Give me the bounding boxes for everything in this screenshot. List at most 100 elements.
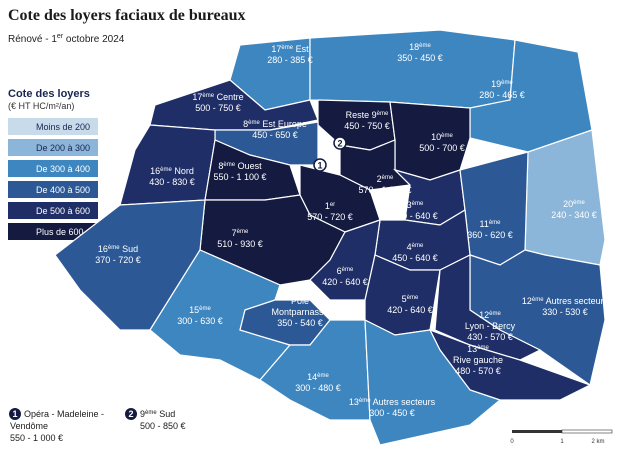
district-range: 480 - 570 €: [455, 366, 501, 376]
district-range: 450 - 650 €: [252, 130, 298, 140]
district-range: 570 - 1 045 €: [358, 185, 411, 195]
legend-label: De 200 à 300: [36, 143, 90, 153]
note-name: 9: [140, 409, 145, 419]
district-name: 20ème: [563, 199, 585, 209]
district-range: 350 - 540 €: [277, 318, 323, 328]
district-range: 450 - 640 €: [392, 253, 438, 263]
district-label: Montparnasse: [271, 307, 328, 317]
district-label: Rive gauche: [453, 355, 503, 365]
note-sup: ème: [145, 410, 157, 416]
district-range: 430 - 570 €: [467, 332, 513, 342]
district: [469, 39, 593, 153]
district-sup: ème: [199, 306, 211, 312]
district: [309, 219, 381, 301]
district-name: 11ème: [479, 219, 501, 229]
note-range: 550 - 1 000 €: [10, 433, 63, 443]
district-sup: ème: [342, 267, 354, 273]
marker: [313, 158, 327, 172]
district-name: 16ème Nord: [150, 166, 194, 176]
district-label: Lyon - Bercy: [465, 321, 516, 331]
scale-segment: [561, 429, 613, 434]
district-range: 280 - 465 €: [479, 90, 525, 100]
district-number: 14: [307, 372, 317, 382]
district-name: 4ème: [407, 242, 424, 252]
note-number: 1: [12, 409, 17, 419]
district-label: Ouest: [235, 161, 262, 171]
note-suffix: Sud: [157, 409, 176, 419]
district-range: 550 - 1 100 €: [213, 172, 266, 182]
district-name: 14ème: [307, 372, 329, 382]
district-range: 430 - 830 €: [149, 177, 195, 187]
district-number: 12: [522, 296, 532, 306]
district-number: 2: [377, 174, 382, 184]
district-sup: ème: [573, 200, 585, 206]
legend-title: Cote des loyers: [8, 88, 90, 100]
district-range: 510 - 930 €: [217, 239, 263, 249]
district-range: 350 - 450 €: [397, 53, 443, 63]
district-name: 12ème: [479, 310, 501, 320]
district-label: Pôle: [291, 296, 309, 306]
district-sup: ème: [412, 243, 424, 249]
district-name: Reste 9ème: [346, 110, 389, 120]
district-sup: ème: [382, 175, 394, 181]
district-sup: ème: [412, 201, 424, 207]
district-number: 7: [232, 228, 237, 238]
legend-swatch: [8, 202, 98, 219]
district-sup: ème: [223, 162, 235, 168]
district-name: 13ème: [467, 344, 489, 354]
district-sup: ème: [160, 167, 172, 173]
district-label: Reste 9: [346, 110, 377, 120]
district-range: 300 - 480 €: [295, 383, 341, 393]
district: [524, 129, 606, 266]
note-marker: [9, 408, 21, 420]
district: [434, 254, 542, 361]
legend-unit: (€ HT HC/m²/an): [8, 101, 74, 111]
district-range: 500 - 750 €: [195, 103, 241, 113]
district-number: 18: [409, 42, 419, 52]
district-name: 6ème: [337, 266, 354, 276]
district-sup: ème: [317, 373, 329, 379]
district-sup: ème: [489, 220, 501, 226]
district-number: 17: [271, 44, 281, 54]
marker-label: 2: [337, 139, 342, 149]
district-range: 570 - 720 €: [307, 212, 353, 222]
district-label: Est: [293, 44, 309, 54]
district-range: 330 - 530 €: [542, 307, 588, 317]
district-range: 500 - 700 €: [419, 143, 465, 153]
district: [459, 151, 529, 266]
district-sup: ème: [359, 398, 371, 404]
district-name: Pôle: [291, 296, 309, 306]
district-range: 420 - 640 €: [322, 277, 368, 287]
district-name: 15ème: [189, 305, 211, 315]
district-sup: ème: [489, 311, 501, 317]
district-range: 300 - 630 €: [177, 316, 223, 326]
note-range: 500 - 850 €: [140, 421, 186, 431]
district-sup: ème: [419, 43, 431, 49]
district-sup: ème: [237, 229, 249, 235]
district-number: 19: [491, 79, 501, 89]
district-number: 5: [402, 294, 407, 304]
legend-label: Plus de 600: [36, 227, 84, 237]
district-sup: ème: [441, 133, 453, 139]
district-range: 300 - 450 €: [369, 408, 415, 418]
district-label: Sud: [120, 244, 139, 254]
legend-label: De 300 à 400: [36, 164, 90, 174]
district-number: 12: [479, 310, 489, 320]
district: [364, 319, 502, 446]
district-sup: ème: [108, 245, 120, 251]
district-number: 11: [479, 219, 488, 229]
district-number: 16: [150, 166, 160, 176]
district-label: Centre: [214, 92, 244, 102]
district-sup: ème: [248, 120, 260, 126]
district-name: 13ème Autres secteurs: [349, 397, 436, 407]
legend-swatch: [8, 223, 98, 240]
district-range: 280 - 385 €: [267, 55, 313, 65]
marker: [333, 136, 347, 150]
district-label: Nord: [172, 166, 194, 176]
district-sup: ème: [202, 93, 214, 99]
scale-segment: [512, 430, 562, 433]
district-name: 19ème: [491, 79, 513, 89]
note-label: Vendôme: [10, 421, 48, 431]
